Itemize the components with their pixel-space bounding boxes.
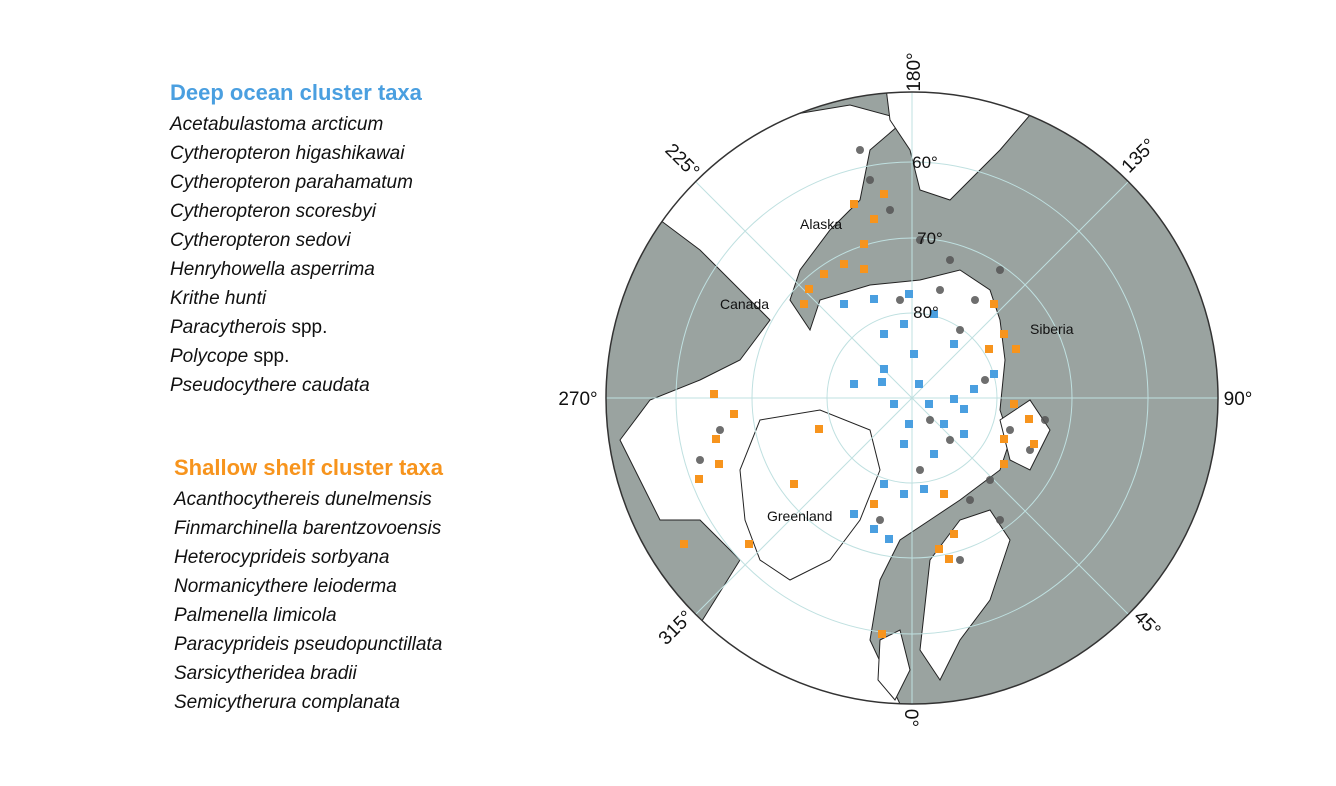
taxon-name: Krithe hunti (170, 288, 267, 309)
taxon-name: Semicytherura complanata (174, 692, 400, 713)
shallow-legend: Shallow shelf cluster taxa Acanthocyther… (174, 455, 443, 717)
legend-title: Deep ocean cluster taxa (170, 80, 422, 105)
taxon-name: Cytheropteron parahamatum (170, 172, 413, 193)
taxon: Finmarchinella barentzovoensis (174, 514, 443, 543)
place-labels: Alaska Canada Siberia Greenland (720, 216, 1074, 524)
longitude-label: 45° (1129, 607, 1164, 642)
deep-legend: Deep ocean cluster taxa Acetabulastoma a… (170, 80, 422, 400)
taxon: Cytheropteron sedovi (170, 226, 422, 255)
taxon: Acanthocythereis dunelmensis (174, 485, 443, 514)
taxon-name: Acanthocythereis dunelmensis (174, 489, 432, 510)
land-and-ice (619, 92, 1061, 704)
longitude-label: 90° (1224, 389, 1253, 410)
place-label: Greenland (767, 508, 832, 524)
taxon-name: Pseudocythere caudata (170, 375, 370, 396)
taxon: Cytheropteron higashikawai (170, 139, 422, 168)
longitude-label: 315° (655, 607, 698, 650)
latitude-labels: 60° 70° 80° (912, 153, 943, 322)
taxon-name: Paracyprideis pseudopunctillata (174, 634, 443, 655)
longitude-label: 135° (1118, 135, 1161, 178)
longitude-label: 0° (900, 709, 921, 727)
graticule (606, 92, 1218, 704)
taxon-name: Cytheropteron scoresbyi (170, 201, 376, 222)
longitude-label: 180° (904, 52, 925, 91)
taxon-name: Finmarchinella barentzovoensis (174, 518, 442, 539)
taxon-name: Paracytherois (170, 317, 287, 338)
taxon-name: Henryhowella asperrima (170, 259, 375, 280)
sample-sites-other (696, 146, 1049, 564)
taxon-name: Palmenella limicola (174, 605, 337, 626)
taxon-name: Acetabulastoma arcticum (170, 114, 384, 135)
sample-sites-shallow (680, 190, 1038, 638)
taxon: Semicytherura complanata (174, 688, 443, 717)
taxon: Sarsicytheridea bradii (174, 659, 443, 688)
taxon: Normanicythere leioderma (174, 572, 443, 601)
taxon-name: Sarsicytheridea bradii (174, 663, 357, 684)
latitude-label: 60° (912, 153, 938, 172)
taxon-name: Polycope (170, 346, 249, 367)
longitude-label: 270° (558, 389, 597, 410)
taxon: Heterocyprideis sorbyana (174, 543, 443, 572)
taxon-name: Heterocyprideis sorbyana (174, 547, 390, 568)
taxon: Polycope spp. (170, 342, 422, 371)
place-label: Canada (720, 296, 769, 312)
legend-title: Shallow shelf cluster taxa (174, 455, 443, 480)
taxon: Acetabulastoma arcticum (170, 110, 422, 139)
latitude-label: 70° (917, 229, 943, 248)
latitude-label: 80° (913, 303, 939, 322)
longitude-label: 225° (661, 140, 704, 183)
taxa-list: Acetabulastoma arcticum Cytheropteron hig… (170, 110, 422, 400)
taxon: Paracyprideis pseudopunctillata (174, 630, 443, 659)
taxon-name: Cytheropteron higashikawai (170, 143, 405, 164)
taxon: Paracytherois spp. (170, 313, 422, 342)
taxon-suffix: spp. (253, 346, 290, 367)
sample-sites-deep (840, 290, 998, 543)
taxon: Pseudocythere caudata (170, 371, 422, 400)
taxon: Cytheropteron scoresbyi (170, 197, 422, 226)
taxon-name: Normanicythere leioderma (174, 576, 397, 597)
taxon: Cytheropteron parahamatum (170, 168, 422, 197)
taxa-list: Acanthocythereis dunelmensis Finmarchinel… (174, 485, 443, 717)
taxon-suffix: spp. (291, 317, 328, 338)
taxon: Palmenella limicola (174, 601, 443, 630)
taxon: Krithe hunti (170, 284, 422, 313)
taxon: Henryhowella asperrima (170, 255, 422, 284)
taxon-name: Cytheropteron sedovi (170, 230, 351, 251)
place-label: Siberia (1030, 321, 1074, 337)
map-border (605, 91, 1219, 705)
place-label: Alaska (800, 216, 842, 232)
